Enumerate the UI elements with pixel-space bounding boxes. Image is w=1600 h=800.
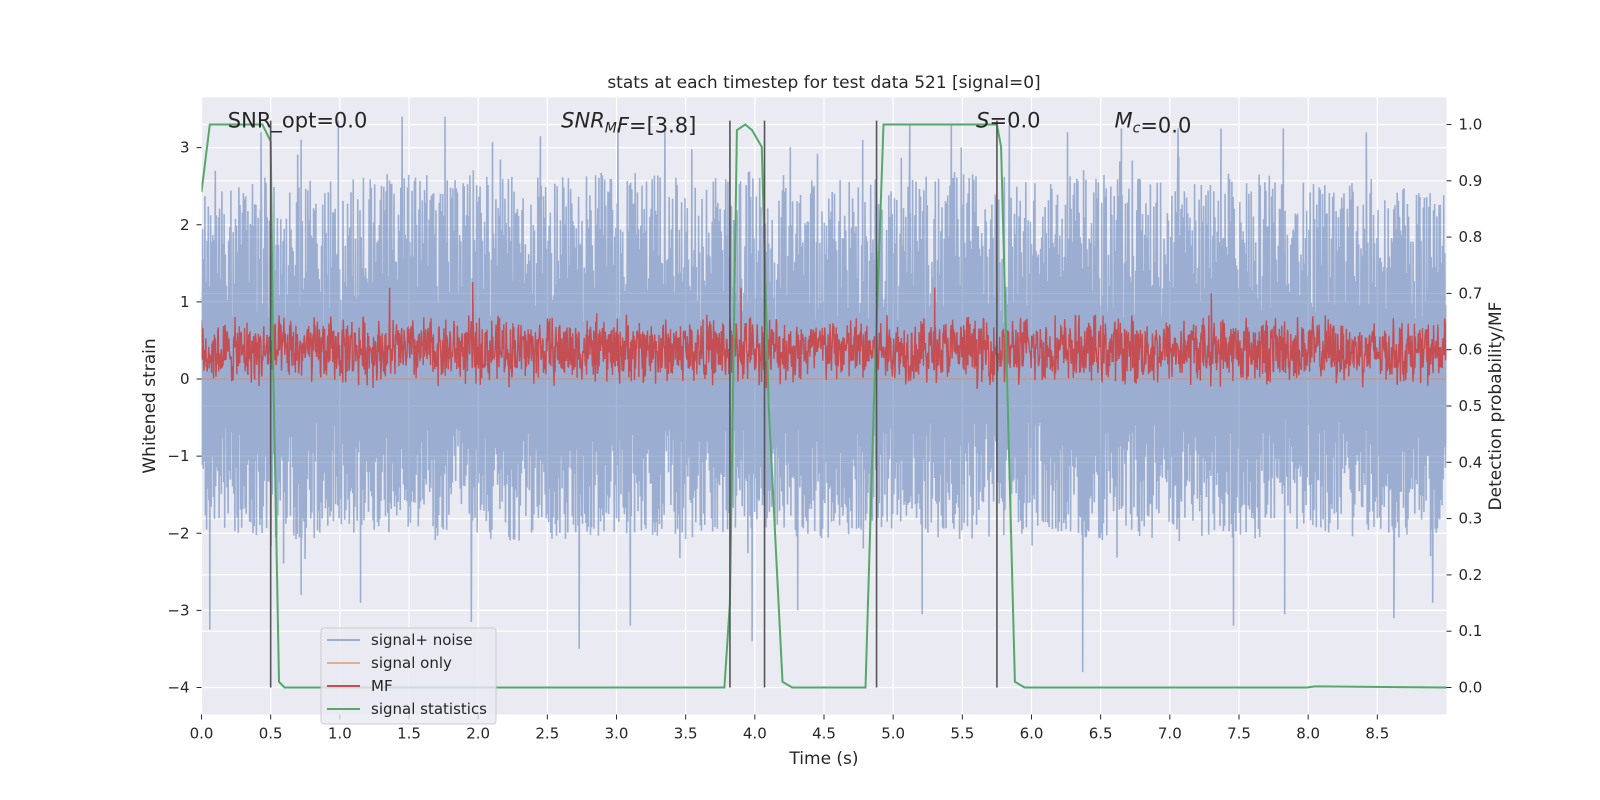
x-tick-label: 8.0 xyxy=(1296,725,1320,743)
y2-tick-label: 0.5 xyxy=(1459,397,1483,415)
annotation-0: SNR_opt=0.0 xyxy=(228,109,368,134)
x-tick-label: 3.0 xyxy=(605,725,629,743)
x-tick-label: 4.0 xyxy=(743,725,767,743)
legend-label-signal-only: signal only xyxy=(371,654,452,672)
y2-tick-label: 0.6 xyxy=(1459,341,1483,359)
legend-box xyxy=(320,627,497,725)
x-tick-label: 0.5 xyxy=(259,725,283,743)
series-signal-noise xyxy=(201,116,1447,673)
series-mf xyxy=(201,282,1447,389)
y-tick-label: 3 xyxy=(180,139,190,157)
annotation-3: Mc=0.0 xyxy=(1115,109,1192,138)
legend-label-signal-statistics: signal statistics xyxy=(371,700,487,718)
y-tick-label: 0 xyxy=(180,370,190,388)
y2-axis-ticks: 1.0 0.9 0.8 0.7 0.6 0.5 0.4 0.3 0.2 0.1 0.0 xyxy=(1446,116,1483,696)
y-tick-label: −2 xyxy=(167,524,189,542)
y2-tick-label: 0.1 xyxy=(1459,622,1483,640)
annotation-2: S=0.0 xyxy=(976,109,1040,133)
annotations: SNR_opt=0.0 SNRMF=[3.8] S=0.0 Mc=0.0 xyxy=(228,109,1192,138)
y2-tick-label: 1.0 xyxy=(1459,116,1483,134)
y2-tick-label: 0.3 xyxy=(1459,510,1483,528)
y-tick-label: 2 xyxy=(180,216,190,234)
y2-tick-label: 0.9 xyxy=(1459,172,1483,190)
x-tick-label: 4.5 xyxy=(812,725,836,743)
y2-tick-label: 0.7 xyxy=(1459,284,1483,302)
x-tick-label: 2.5 xyxy=(535,725,559,743)
x-axis-label: Time (s) xyxy=(788,749,858,769)
y-tick-label: −4 xyxy=(167,679,189,697)
legend-label-signal-noise: signal+ noise xyxy=(371,631,473,649)
legend-label-mf: MF xyxy=(371,677,393,695)
x-tick-label: 1.0 xyxy=(328,725,352,743)
x-tick-label: 0.0 xyxy=(190,725,214,743)
legend: signal+ noise signal only MF signal stat… xyxy=(320,627,497,725)
x-tick-label: 7.0 xyxy=(1158,725,1182,743)
x-tick-label: 6.5 xyxy=(1089,725,1113,743)
annotation-1: SNRMF=[3.8] xyxy=(561,109,696,138)
x-tick-label: 8.5 xyxy=(1365,725,1389,743)
y2-tick-label: 0.4 xyxy=(1459,453,1483,471)
x-tick-label: 5.0 xyxy=(881,725,905,743)
x-tick-label: 6.0 xyxy=(1020,725,1044,743)
y2-tick-label: 0.8 xyxy=(1459,228,1483,246)
x-tick-label: 1.5 xyxy=(397,725,421,743)
vertical-marker-lines xyxy=(269,120,998,688)
x-tick-label: 3.5 xyxy=(674,725,698,743)
y-tick-label: −3 xyxy=(167,601,189,619)
y2-axis-label: Detection probability/MF xyxy=(1486,302,1506,511)
x-tick-label: 2.0 xyxy=(466,725,490,743)
y-tick-label: −1 xyxy=(167,447,189,465)
y-axis-ticks: 3 2 1 0 −1 −2 −3 −4 xyxy=(167,139,202,697)
chart-title: stats at each timestep for test data 521… xyxy=(607,73,1040,93)
y2-tick-label: 0.2 xyxy=(1459,566,1483,584)
x-axis-ticks: 0.0 0.5 1.0 1.5 2.0 2.5 3.0 3.5 4.0 4.5 5.0 5.5 6.0 6… xyxy=(190,714,1389,743)
y-tick-label: 1 xyxy=(180,293,190,311)
y-axis-label: Whitened strain xyxy=(140,338,160,473)
x-tick-label: 5.5 xyxy=(950,725,974,743)
y2-tick-label: 0.0 xyxy=(1459,678,1483,696)
x-tick-label: 7.5 xyxy=(1227,725,1251,743)
